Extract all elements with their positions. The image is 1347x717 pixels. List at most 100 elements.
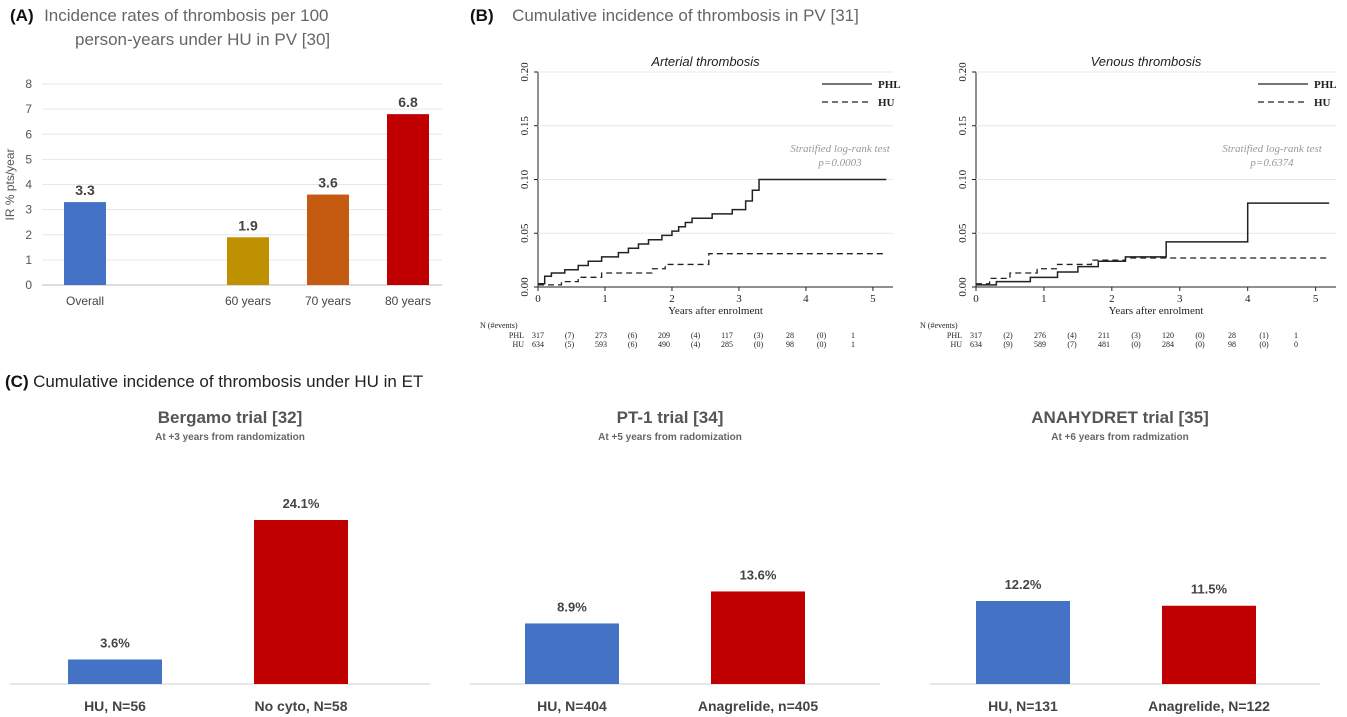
y-tick-label: 0.05 <box>519 223 531 243</box>
risk-cell: 1 <box>1294 331 1298 340</box>
risk-cell: 28 <box>1228 331 1236 340</box>
panel-b-label: (B) <box>470 6 494 25</box>
x-tick-label: Anagrelide, n=405 <box>698 698 818 714</box>
bar <box>68 659 162 684</box>
risk-cell: (9) <box>1003 340 1013 349</box>
y-tick-label: 8 <box>25 77 32 91</box>
y-tick-label: 0.10 <box>957 169 969 189</box>
x-tick-label: 3 <box>736 293 742 305</box>
risk-row-label: PHL <box>947 331 962 340</box>
bar-value-label: 12.2% <box>1005 577 1042 592</box>
risk-cell: (0) <box>1195 340 1205 349</box>
risk-cell: 120 <box>1162 331 1174 340</box>
risk-cell: (0) <box>1195 331 1205 340</box>
risk-cell: (6) <box>628 340 638 349</box>
bar <box>227 237 269 285</box>
panel-c-title: Cumulative incidence of thrombosis under… <box>33 372 424 391</box>
x-tick-label: Anagrelide, N=122 <box>1148 698 1270 714</box>
y-tick-label: 0.20 <box>957 62 969 82</box>
panel-b-title: Cumulative incidence of thrombosis in PV… <box>512 6 859 25</box>
risk-cell: 98 <box>786 340 794 349</box>
bar-value-label: 8.9% <box>557 599 587 614</box>
x-axis-label: Years after enrolment <box>668 305 763 317</box>
risk-cell: 284 <box>1162 340 1174 349</box>
y-tick-label: 0.20 <box>519 62 531 82</box>
risk-row-label: PHL <box>509 331 524 340</box>
x-tick-label: 5 <box>1313 293 1319 305</box>
annotation-line: Stratified log-rank test <box>1222 143 1323 155</box>
x-tick-label: 1 <box>1041 293 1047 305</box>
bar-value-label: 6.8 <box>398 94 418 110</box>
y-tick-label: 3 <box>25 203 32 217</box>
trial-title: PT-1 trial [34] <box>616 408 724 427</box>
pt1-trial-heading: PT-1 trial [34] At +5 years from radomiz… <box>470 408 870 443</box>
y-tick-label: 0.05 <box>957 223 969 243</box>
bar <box>387 114 429 286</box>
risk-row-label: HU <box>512 340 524 349</box>
y-tick-label: 0.00 <box>519 277 531 297</box>
bar <box>525 623 619 684</box>
risk-cell: 490 <box>658 340 670 349</box>
y-tick-label: 0.10 <box>519 169 531 189</box>
risk-cell: (4) <box>691 340 701 349</box>
risk-cell: (5) <box>565 340 575 349</box>
bar <box>711 591 805 684</box>
bar-value-label: 3.3 <box>75 182 95 198</box>
x-tick-label: HU, N=56 <box>84 698 146 714</box>
x-tick-label: 1 <box>602 293 608 305</box>
panel-a-title-line1: Incidence rates of thrombosis per 100 <box>44 6 329 25</box>
y-axis-label: IR % pts/year <box>3 148 17 220</box>
x-tick-label: 0 <box>973 293 979 305</box>
risk-cell: 1 <box>851 340 855 349</box>
x-tick-label: HU, N=404 <box>537 698 607 714</box>
risk-cell: (0) <box>817 331 827 340</box>
panel-a-label: (A) <box>10 6 34 25</box>
bergamo-trial-heading: Bergamo trial [32] At +3 years from rand… <box>60 408 400 443</box>
legend-label: HU <box>878 97 895 109</box>
y-tick-label: 7 <box>25 102 32 116</box>
bar <box>307 194 349 285</box>
risk-cell: (4) <box>691 331 701 340</box>
x-tick-label: HU, N=131 <box>988 698 1058 714</box>
risk-cell: 211 <box>1098 331 1110 340</box>
bar <box>976 600 1070 684</box>
x-tick-label: 5 <box>870 293 876 305</box>
y-tick-label: 1 <box>25 253 32 267</box>
arterial-thrombosis-chart: 0.00 0.05 0.10 0.15 0.20 0 1 2 3 4 5 Years after en… <box>480 54 901 349</box>
bar <box>64 202 106 285</box>
subplot-title: Venous thrombosis <box>1091 54 1202 69</box>
legend-label: PHL <box>878 79 901 91</box>
panel-c-label: (C) <box>5 372 29 391</box>
risk-cell: (2) <box>1003 331 1013 340</box>
bar-value-label: 3.6 <box>318 175 338 191</box>
legend-label: PHL <box>1314 79 1337 91</box>
bar-value-label: 11.5% <box>1191 582 1228 597</box>
x-tick-label: Overall <box>66 294 104 308</box>
risk-table-header: N (#events) <box>920 321 958 330</box>
x-tick-label: 3 <box>1177 293 1183 305</box>
y-tick-label: 6 <box>25 127 32 141</box>
risk-cell: (4) <box>1067 331 1077 340</box>
risk-cell: 209 <box>658 331 670 340</box>
series-line <box>976 202 1330 286</box>
anahydret-trial-heading: ANAHYDRET trial [35] At +6 years from ra… <box>920 408 1320 443</box>
legend-label: HU <box>1314 97 1331 109</box>
risk-cell: 117 <box>721 331 733 340</box>
y-tick-label: 5 <box>25 152 32 166</box>
risk-cell: (7) <box>565 331 575 340</box>
risk-cell: 634 <box>532 340 544 349</box>
risk-cell: (7) <box>1067 340 1077 349</box>
risk-cell: (3) <box>754 331 764 340</box>
x-tick-label: 0 <box>535 293 541 305</box>
y-tick-label: 0 <box>25 278 32 292</box>
bar <box>254 520 348 684</box>
series-line <box>538 178 887 285</box>
bar-value-label: 24.1% <box>283 496 320 511</box>
incidence-rate-bar-chart: 0 1 2 3 4 5 6 7 8 IR % pts/year 3.3 Overall 1.9 60 ye… <box>3 77 442 308</box>
trial-subtitle: At +6 years from radmization <box>1051 432 1189 443</box>
risk-cell: 28 <box>786 331 794 340</box>
risk-cell: 481 <box>1098 340 1110 349</box>
risk-cell: (0) <box>754 340 764 349</box>
